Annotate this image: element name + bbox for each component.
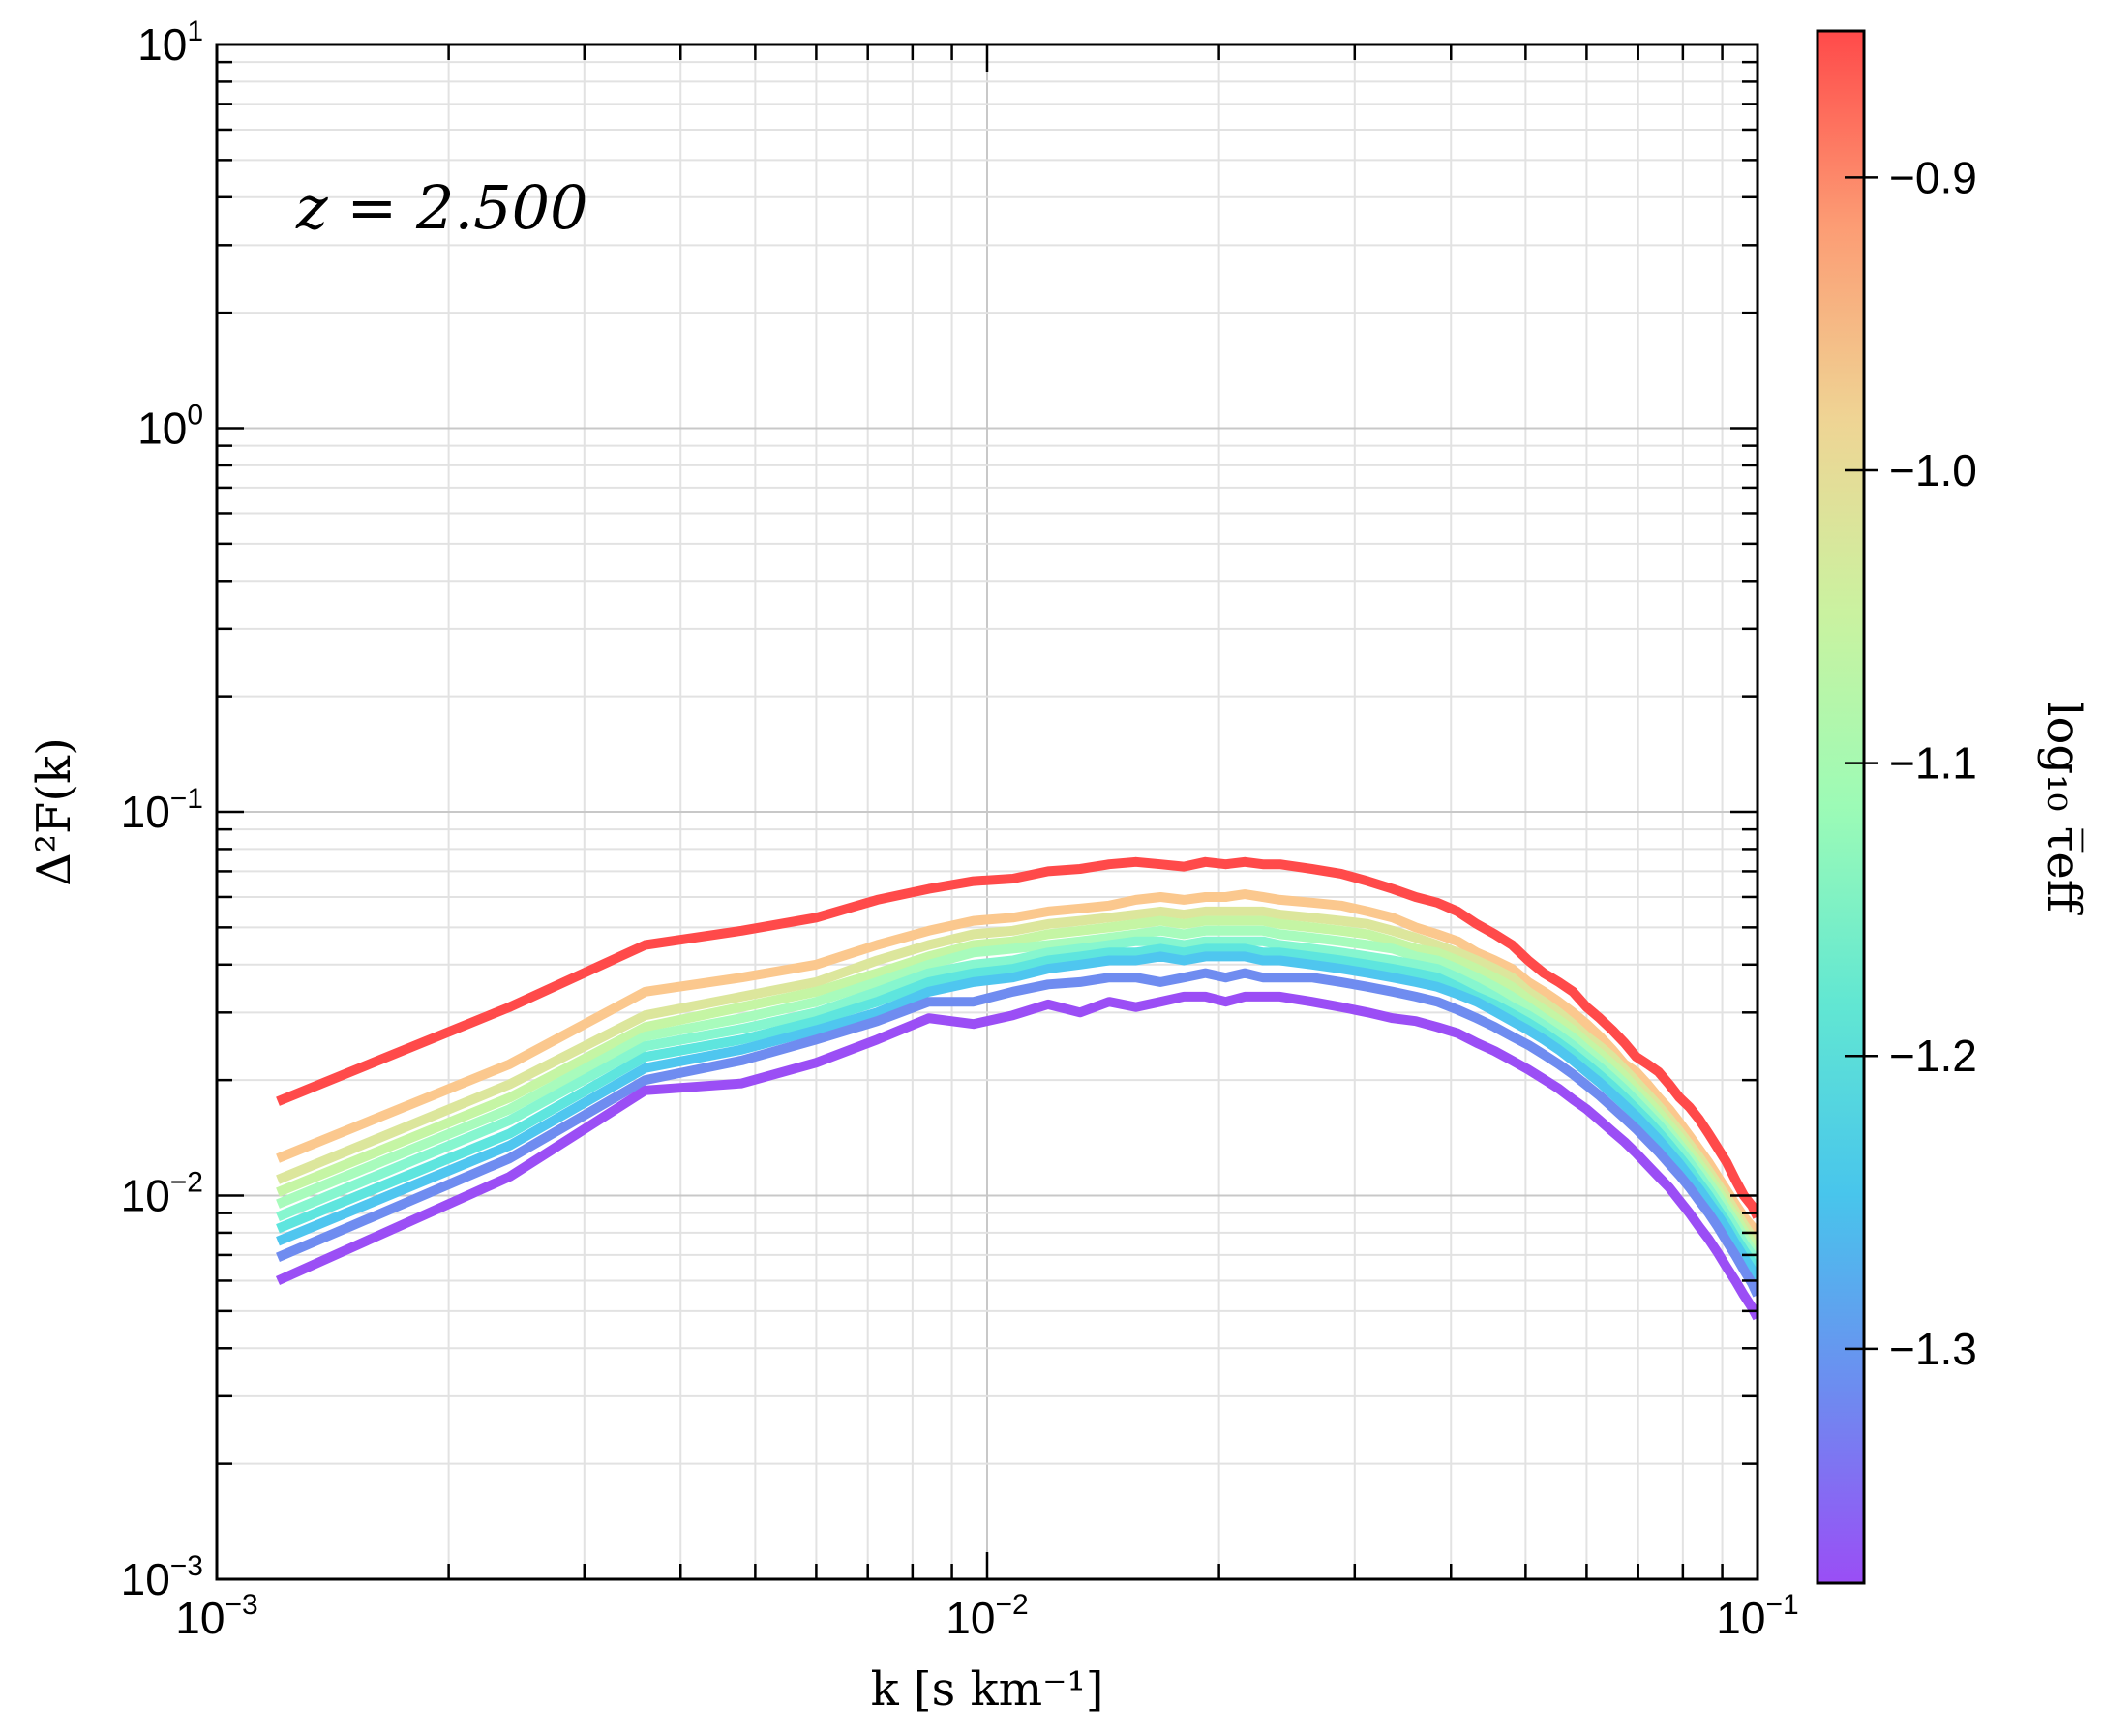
y-tick-label: 100 — [137, 400, 203, 454]
series-line — [275, 991, 1758, 1321]
y-tick-labels: 10−3 10−2 10−1 100 101 — [121, 15, 203, 1604]
colorbar-tick-label: −1.0 — [1889, 445, 1977, 495]
ticks — [215, 45, 1758, 1581]
y-axis-title: Δ²F(k) — [27, 737, 81, 886]
colorbar-tick-label: −1.1 — [1889, 738, 1977, 789]
series-line — [276, 951, 1758, 1283]
x-axis-title: k [s km⁻¹] — [871, 1662, 1104, 1717]
colorbar-title: log₁₀ τ̅eff — [2036, 702, 2090, 915]
y-tick-label: 101 — [137, 15, 203, 70]
series-line — [276, 889, 1758, 1240]
x-tick-label: 10−1 — [1716, 1589, 1798, 1643]
colorbar-ticks: −0.9 −1.0 −1.1 −1.2 −1.3 — [1845, 152, 1977, 1374]
series-layer — [275, 856, 1758, 1321]
y-tick-label: 10−2 — [121, 1167, 203, 1221]
x-tick-label: 10−2 — [946, 1589, 1028, 1643]
y-tick-label: 10−3 — [121, 1550, 203, 1604]
colorbar-tick-label: −0.9 — [1889, 152, 1977, 202]
y-tick-label: 10−1 — [121, 783, 203, 837]
x-tick-labels: 10−3 10−2 10−1 — [175, 1589, 1798, 1643]
grid — [216, 44, 1758, 1580]
series-line — [276, 856, 1758, 1219]
x-tick-label: 10−3 — [175, 1589, 257, 1643]
colorbar — [1816, 29, 1866, 1585]
redshift-annotation: z = 2.500 — [295, 172, 588, 243]
colorbar-tick-label: −1.3 — [1889, 1324, 1977, 1374]
series-line — [276, 968, 1758, 1298]
colorbar-tick-label: −1.2 — [1889, 1031, 1977, 1081]
